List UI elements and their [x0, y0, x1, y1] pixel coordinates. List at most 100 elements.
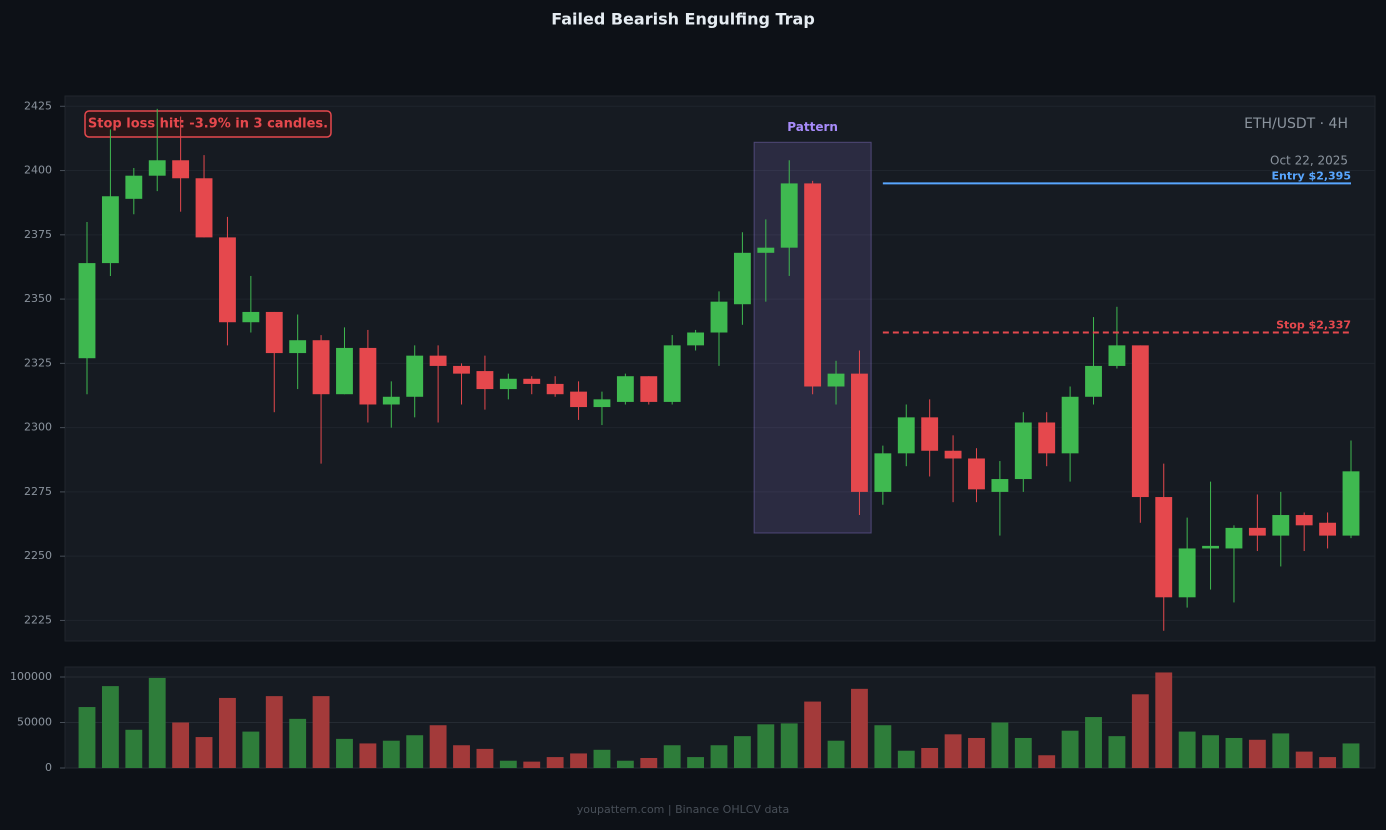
candle-body — [1248, 527, 1266, 536]
volume-bar — [780, 723, 798, 768]
candle-body — [242, 311, 260, 323]
volume-bar — [640, 757, 658, 768]
y-tick-label: 2425 — [24, 99, 52, 112]
volume-bar — [1038, 755, 1056, 768]
volume-bar — [1014, 737, 1032, 768]
candle-body — [1061, 396, 1079, 454]
candle-body — [593, 399, 611, 408]
candle-body — [944, 450, 962, 459]
candle-body — [733, 252, 751, 305]
candle-body — [101, 196, 119, 264]
candle-body — [968, 458, 985, 490]
annotation: Stop loss hit: -3.9% in 3 candles. — [88, 117, 328, 132]
volume-bar — [546, 757, 564, 768]
volume-bar — [1178, 731, 1196, 768]
candle-body — [453, 365, 470, 374]
candle-body — [359, 347, 377, 405]
candle-body — [991, 479, 1009, 492]
y-tick-label: 2225 — [24, 613, 52, 626]
volume-bar — [710, 745, 728, 768]
candle-body — [499, 378, 517, 390]
volume-bar — [1272, 733, 1290, 768]
volume-bar — [1155, 672, 1173, 768]
volume-bar — [1342, 743, 1360, 768]
volume-bar — [944, 734, 962, 768]
y-tick-label: 2350 — [24, 292, 52, 305]
volume-bar — [991, 722, 1009, 768]
volume-bar — [968, 737, 985, 768]
candle-body — [921, 417, 939, 451]
volume-y-tick-label: 50000 — [17, 716, 52, 729]
candle-body — [1342, 471, 1360, 536]
volume-bar — [874, 725, 892, 768]
candle-body — [1014, 422, 1032, 480]
volume-bar — [101, 686, 119, 768]
candle-body — [827, 373, 845, 387]
price-panel — [64, 95, 1376, 642]
volume-bar — [1248, 739, 1266, 768]
annotation-box — [84, 110, 332, 138]
candle-body — [897, 417, 915, 454]
volume-bar — [570, 753, 587, 768]
volume-bar — [851, 688, 868, 768]
volume-bar — [1131, 694, 1149, 768]
volume-bar — [476, 748, 494, 768]
level-label: Stop $2,337 — [1276, 319, 1351, 332]
candle-body — [476, 371, 494, 390]
chart-title: Failed Bearish Engulfing Trap — [551, 10, 815, 29]
candle-body — [172, 160, 190, 179]
volume-bar — [312, 696, 330, 768]
candle-body — [78, 263, 96, 359]
y-tick-label: 2250 — [24, 549, 52, 562]
volume-bar — [125, 729, 143, 768]
volume-bar — [757, 724, 775, 768]
volume-bar — [406, 735, 424, 768]
candle-body — [851, 373, 868, 492]
candle-body — [663, 345, 681, 402]
volume-bar — [382, 740, 400, 768]
volume-bar — [336, 738, 353, 768]
candle-body — [148, 160, 166, 176]
volume-bar — [148, 677, 166, 768]
y-tick-label: 2325 — [24, 356, 52, 369]
volume-bar — [429, 725, 447, 768]
candle-body — [1108, 345, 1126, 366]
volume-bar — [616, 760, 634, 768]
volume-bar — [733, 736, 751, 768]
volume-bar — [172, 722, 190, 768]
candle-body — [265, 311, 283, 354]
volume-bar — [827, 740, 845, 768]
candle-body — [1038, 422, 1056, 454]
footer: youpattern.com | Binance OHLCV data — [577, 803, 789, 816]
volume-bar — [1085, 717, 1102, 768]
volume-bar — [804, 701, 822, 768]
volume-bar — [1108, 736, 1126, 768]
candle-body — [1272, 515, 1290, 536]
candle-body — [382, 396, 400, 405]
candle-body — [406, 355, 424, 397]
volume-bar — [1319, 757, 1337, 768]
volume-bar — [78, 707, 96, 768]
candle-body — [710, 301, 728, 333]
volume-bar — [359, 743, 377, 768]
volume-bar — [195, 737, 213, 768]
y-tick-label: 2300 — [24, 421, 52, 434]
volume-bar — [219, 697, 236, 768]
level-label: Entry $2,395 — [1272, 169, 1351, 182]
volume-bar — [663, 745, 681, 768]
volume-bar — [1295, 751, 1313, 768]
pattern-label: Pattern — [787, 120, 838, 134]
candle-body — [546, 383, 564, 395]
candle-body — [874, 453, 892, 492]
candle-body — [1155, 497, 1173, 598]
candle-body — [780, 183, 798, 248]
volume-bar — [1225, 737, 1243, 768]
candle-body — [1319, 522, 1337, 536]
candle-body — [1131, 345, 1149, 498]
volume-bar — [687, 757, 705, 768]
candle-body — [312, 340, 330, 395]
candle-body — [640, 376, 658, 402]
volume-bar — [523, 761, 541, 768]
y-tick-label: 2275 — [24, 485, 52, 498]
y-tick-label: 2400 — [24, 164, 52, 177]
